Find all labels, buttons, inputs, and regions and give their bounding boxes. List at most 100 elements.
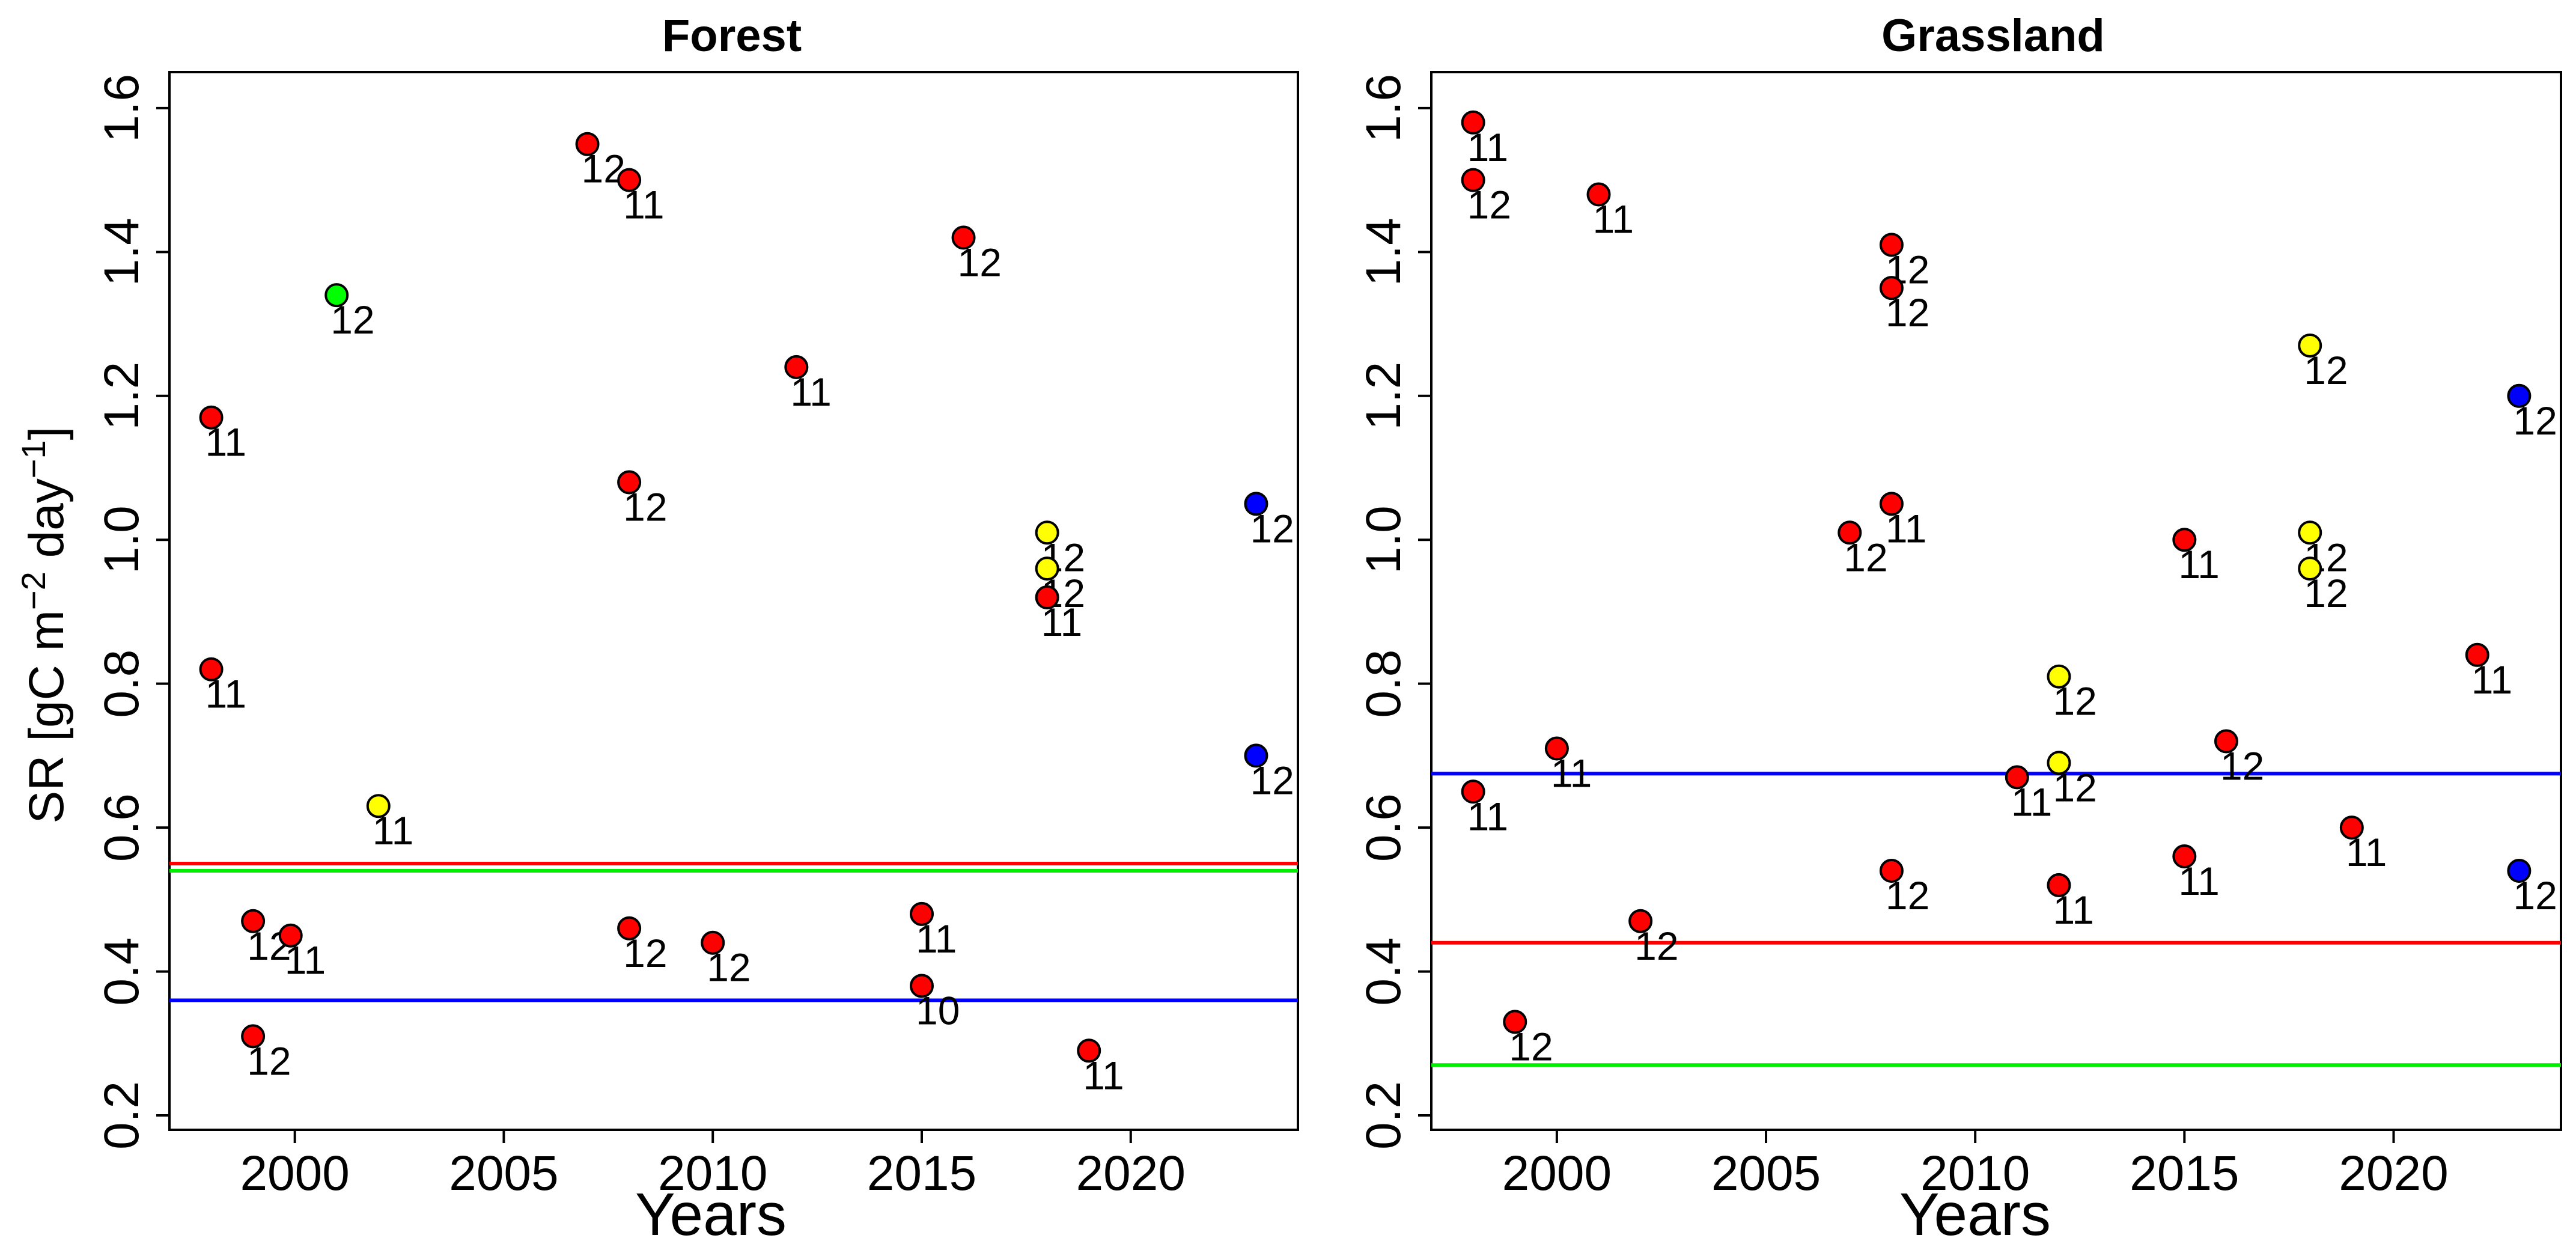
y-tick-label: 1.4 <box>94 218 149 286</box>
y-axis-label-sup2: −1 <box>14 440 52 478</box>
data-point-label: 11 <box>206 672 247 716</box>
data-point-label: 12 <box>2304 348 2348 392</box>
data-point <box>2507 383 2532 408</box>
data-point <box>910 974 934 998</box>
data-point-label: 12 <box>1467 183 1511 227</box>
x-tick-label: 2005 <box>449 1146 558 1201</box>
x-tick-label: 2020 <box>1076 1146 1186 1201</box>
data-point <box>199 657 224 681</box>
y-axis: 0.2 0.4 0.6 0.8 1.0 1.2 1.4 1.6 <box>1356 74 1431 1150</box>
y-tick-label: 1.6 <box>94 74 149 142</box>
x-tick-label: 2005 <box>1711 1146 1821 1201</box>
data-points: 1112111211111212121211121112121111111212… <box>1461 110 2557 1069</box>
data-point-label: 11 <box>1886 506 1927 550</box>
data-point <box>2507 858 2532 883</box>
y-tick-label: 0.6 <box>1356 793 1411 862</box>
data-point <box>2339 816 2364 840</box>
reference-lines <box>1431 772 2561 1067</box>
x-tick-label: 2000 <box>1502 1146 1612 1201</box>
panel-forest: Forest 2000 2005 2010 2015 2020 0.2 0.4 0.6 0.8… <box>94 10 1299 1248</box>
y-tick-label: 1.2 <box>1356 362 1411 430</box>
data-point <box>366 794 391 819</box>
data-point <box>2047 751 2071 775</box>
data-point <box>1244 492 1268 516</box>
data-point <box>1879 858 1904 883</box>
data-point-label: 11 <box>285 938 326 983</box>
x-tick-label: 2010 <box>1920 1146 2030 1201</box>
data-point <box>1244 743 1268 768</box>
data-point <box>1035 520 1059 545</box>
data-point <box>617 168 642 192</box>
y-tick-label: 0.2 <box>94 1081 149 1150</box>
data-point-label: 12 <box>1250 506 1294 550</box>
data-point-label: 12 <box>2053 679 2096 724</box>
data-point <box>2172 844 2197 869</box>
data-point <box>1838 520 1862 545</box>
data-point-label: 11 <box>2011 779 2053 824</box>
data-point-label: 12 <box>2513 873 2557 918</box>
data-point-label: 11 <box>1551 751 1592 795</box>
data-point <box>1586 182 1611 207</box>
data-point <box>617 916 642 941</box>
y-axis: 0.2 0.4 0.6 0.8 1.0 1.2 1.4 1.6 <box>94 74 169 1150</box>
data-point-label: 11 <box>2178 542 2220 587</box>
data-point-label: 11 <box>2471 657 2513 702</box>
data-point-label: 12 <box>623 931 667 975</box>
data-point-label: 11 <box>916 916 957 961</box>
data-point-label: 12 <box>1509 1024 1553 1069</box>
x-tick-label: 2015 <box>867 1146 976 1201</box>
data-point <box>1879 233 1904 257</box>
data-point-label: 11 <box>1467 794 1509 838</box>
data-point-label: 11 <box>2178 859 2220 903</box>
y-tick-label: 0.8 <box>94 650 149 718</box>
data-point-label: 12 <box>623 484 667 529</box>
panel-grassland: Grassland 2000 2005 2010 2015 2020 0.2 0.4 0.6… <box>1356 10 2562 1248</box>
data-point <box>2047 664 2071 689</box>
y-axis-label: SR [gC m−2 day−1] <box>14 427 74 824</box>
data-point-label: 11 <box>1083 1053 1124 1097</box>
data-point <box>2298 556 2322 581</box>
data-point <box>1544 736 1569 761</box>
data-point <box>2172 528 2197 552</box>
data-point-label: 11 <box>790 370 832 414</box>
data-point-label: 10 <box>916 989 960 1033</box>
data-point-label: 11 <box>623 183 665 227</box>
data-point-label: 12 <box>247 1038 291 1083</box>
x-axis: 2000 2005 2010 2015 2020 <box>1502 1130 2449 1201</box>
panel-title: Grassland <box>1881 10 2105 61</box>
data-point-label: 12 <box>330 297 374 342</box>
data-point <box>241 909 266 933</box>
y-tick-label: 1.6 <box>1356 74 1411 142</box>
y-tick-label: 1.4 <box>1356 218 1411 286</box>
data-point <box>2047 873 2071 897</box>
y-axis-label-mid: day <box>19 478 74 572</box>
data-point <box>617 470 642 495</box>
data-point <box>278 923 303 948</box>
y-axis-label-main: SR [gC m <box>19 610 74 823</box>
y-tick-label: 0.4 <box>94 937 149 1006</box>
data-point-label: 12 <box>1634 924 1678 968</box>
data-point <box>1461 779 1485 804</box>
data-point <box>2298 333 2322 358</box>
x-axis-label: Years <box>635 1181 787 1248</box>
data-point <box>2214 729 2238 754</box>
data-point <box>1461 110 1485 135</box>
y-axis-label-sup1: −2 <box>14 572 52 610</box>
data-point <box>199 405 224 430</box>
data-point <box>1879 276 1904 300</box>
panel-title: Forest <box>662 10 802 61</box>
x-axis: 2000 2005 2010 2015 2020 <box>240 1130 1186 1201</box>
data-point <box>1077 1038 1101 1063</box>
data-point <box>1035 556 1059 581</box>
data-point <box>1879 492 1904 516</box>
x-tick-label: 2020 <box>2339 1146 2448 1201</box>
data-point-label: 11 <box>373 808 414 853</box>
plot-frame <box>1430 71 2562 1131</box>
y-tick-label: 1.2 <box>94 362 149 430</box>
data-point <box>2005 765 2029 790</box>
data-point <box>241 1024 266 1049</box>
data-point <box>910 901 934 926</box>
